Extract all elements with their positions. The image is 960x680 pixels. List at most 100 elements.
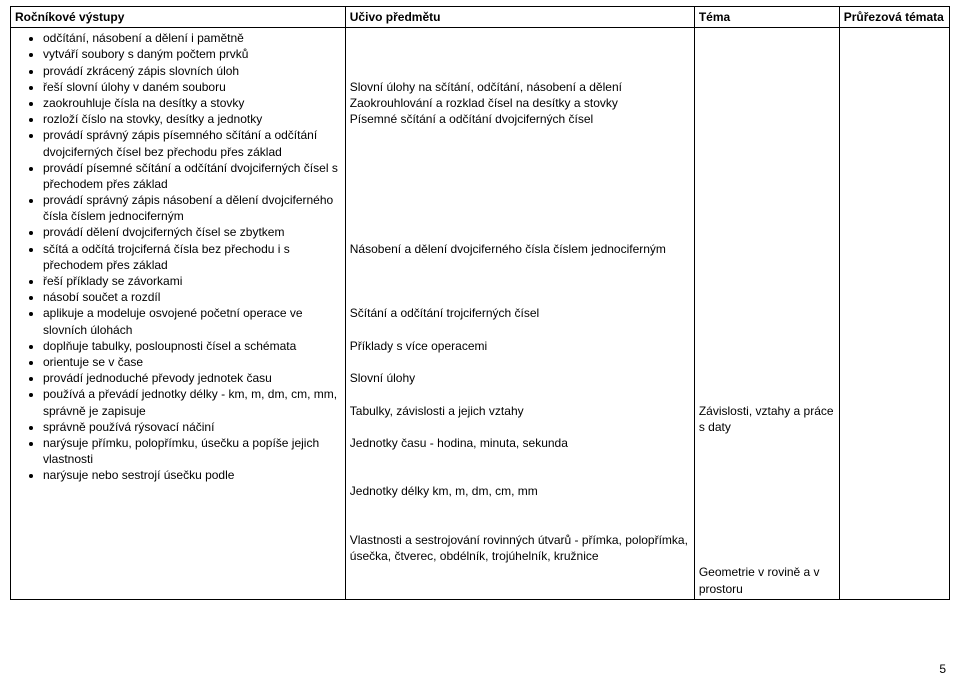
- text-line: [699, 289, 835, 305]
- text-line: [350, 386, 690, 402]
- list-item: aplikuje a modeluje osvojené početní ope…: [43, 305, 341, 337]
- list-item: provádí správný zápis násobení a dělení …: [43, 192, 341, 224]
- list-item: doplňuje tabulky, posloupnosti čísel a s…: [43, 338, 341, 354]
- text-line: [350, 30, 690, 46]
- text-line: Násobení a dělení dvojciferného čísla čí…: [350, 241, 690, 257]
- cell-ucivo: Slovní úlohy na sčítání, odčítání, násob…: [345, 28, 694, 600]
- text-line: [350, 63, 690, 79]
- text-line: Slovní úlohy: [350, 370, 690, 386]
- list-item: odčítání, násobení a dělení i pamětně: [43, 30, 341, 46]
- text-line: [699, 176, 835, 192]
- text-line: [699, 192, 835, 208]
- text-line: Zaokrouhlování a rozklad čísel na desítk…: [350, 95, 690, 111]
- text-line: [350, 160, 690, 176]
- list-item: používá a převádí jednotky délky - km, m…: [43, 386, 341, 418]
- list-item: provádí zkrácený zápis slovních úloh: [43, 63, 341, 79]
- text-line: [699, 224, 835, 240]
- text-line: [699, 273, 835, 289]
- text-line: [699, 451, 835, 467]
- text-line: [699, 500, 835, 516]
- text-line: [699, 435, 835, 451]
- text-line: [699, 467, 835, 483]
- list-item: sčítá a odčítá trojciferná čísla bez pře…: [43, 241, 341, 273]
- curriculum-table: Ročníkové výstupy Učivo předmětu Téma Pr…: [10, 6, 950, 600]
- list-item: provádí dělení dvojciferných čísel se zb…: [43, 224, 341, 240]
- text-line: [699, 305, 835, 321]
- header-col3: Téma: [694, 7, 839, 28]
- text-line: [699, 338, 835, 354]
- text-line: Slovní úlohy na sčítání, odčítání, násob…: [350, 79, 690, 95]
- text-line: [350, 516, 690, 532]
- table-header-row: Ročníkové výstupy Učivo předmětu Téma Pr…: [11, 7, 950, 28]
- list-item: rozloží číslo na stovky, desítky a jedno…: [43, 111, 341, 127]
- text-line: Písemné sčítání a odčítání dvojciferných…: [350, 111, 690, 127]
- text-line: [699, 46, 835, 62]
- page-container: Ročníkové výstupy Učivo předmětu Téma Pr…: [0, 0, 960, 680]
- list-item: provádí jednoduché převody jednotek času: [43, 370, 341, 386]
- header-col4: Průřezová témata: [839, 7, 949, 28]
- text-line: [350, 322, 690, 338]
- text-line: Sčítání a odčítání trojciferných čísel: [350, 305, 690, 321]
- text-line: [699, 322, 835, 338]
- list-item: narýsuje přímku, polopřímku, úsečku a po…: [43, 435, 341, 467]
- cell-tema: Závislosti, vztahy a práce s daty Geomet…: [694, 28, 839, 600]
- text-line: [350, 289, 690, 305]
- text-line: [699, 30, 835, 46]
- text-line: [350, 208, 690, 224]
- list-item: provádí písemné sčítání a odčítání dvojc…: [43, 160, 341, 192]
- text-line: Tabulky, závislosti a jejich vztahy: [350, 403, 690, 419]
- list-item: narýsuje nebo sestrojí úsečku podle: [43, 467, 341, 483]
- text-line: [699, 95, 835, 111]
- text-line: [350, 273, 690, 289]
- page-number: 5: [939, 662, 946, 676]
- text-line: [350, 257, 690, 273]
- text-line: [699, 386, 835, 402]
- text-line: [699, 354, 835, 370]
- text-line: [699, 483, 835, 499]
- text-line: [350, 500, 690, 516]
- text-line: [699, 548, 835, 564]
- text-line: [350, 354, 690, 370]
- text-line: [699, 63, 835, 79]
- text-line: Geometrie v rovině a v prostoru: [699, 564, 835, 596]
- text-line: [350, 127, 690, 143]
- list-item: zaokrouhluje čísla na desítky a stovky: [43, 95, 341, 111]
- text-line: [350, 144, 690, 160]
- list-item: provádí správný zápis písemného sčítání …: [43, 127, 341, 159]
- text-line: [699, 144, 835, 160]
- text-line: [350, 451, 690, 467]
- header-col2: Učivo předmětu: [345, 7, 694, 28]
- text-line: Jednotky času - hodina, minuta, sekunda: [350, 435, 690, 451]
- header-col1: Ročníkové výstupy: [11, 7, 346, 28]
- text-line: [699, 516, 835, 532]
- text-line: [699, 111, 835, 127]
- text-line: Jednotky délky km, m, dm, cm, mm: [350, 483, 690, 499]
- text-line: [699, 160, 835, 176]
- text-line: [350, 46, 690, 62]
- text-line: [699, 370, 835, 386]
- text-line: Závislosti, vztahy a práce s daty: [699, 403, 835, 435]
- text-line: [350, 192, 690, 208]
- cell-prurezova: [839, 28, 949, 600]
- text-line: [699, 208, 835, 224]
- bullet-list: odčítání, násobení a dělení i pamětněvyt…: [15, 30, 341, 483]
- list-item: správně používá rýsovací náčiní: [43, 419, 341, 435]
- cell-vystupy: odčítání, násobení a dělení i pamětněvyt…: [11, 28, 346, 600]
- text-line: [350, 224, 690, 240]
- text-line: [699, 532, 835, 548]
- text-line: [699, 257, 835, 273]
- list-item: orientuje se v čase: [43, 354, 341, 370]
- text-line: Příklady s více operacemi: [350, 338, 690, 354]
- text-line: [350, 467, 690, 483]
- text-line: [699, 241, 835, 257]
- text-line: [350, 176, 690, 192]
- table-row: odčítání, násobení a dělení i pamětněvyt…: [11, 28, 950, 600]
- list-item: řeší příklady se závorkami: [43, 273, 341, 289]
- list-item: násobí součet a rozdíl: [43, 289, 341, 305]
- list-item: vytváří soubory s daným počtem prvků: [43, 46, 341, 62]
- text-line: [699, 127, 835, 143]
- list-item: řeší slovní úlohy v daném souboru: [43, 79, 341, 95]
- text-line: [350, 419, 690, 435]
- text-line: Vlastnosti a sestrojování rovinných útva…: [350, 532, 690, 564]
- text-line: [699, 79, 835, 95]
